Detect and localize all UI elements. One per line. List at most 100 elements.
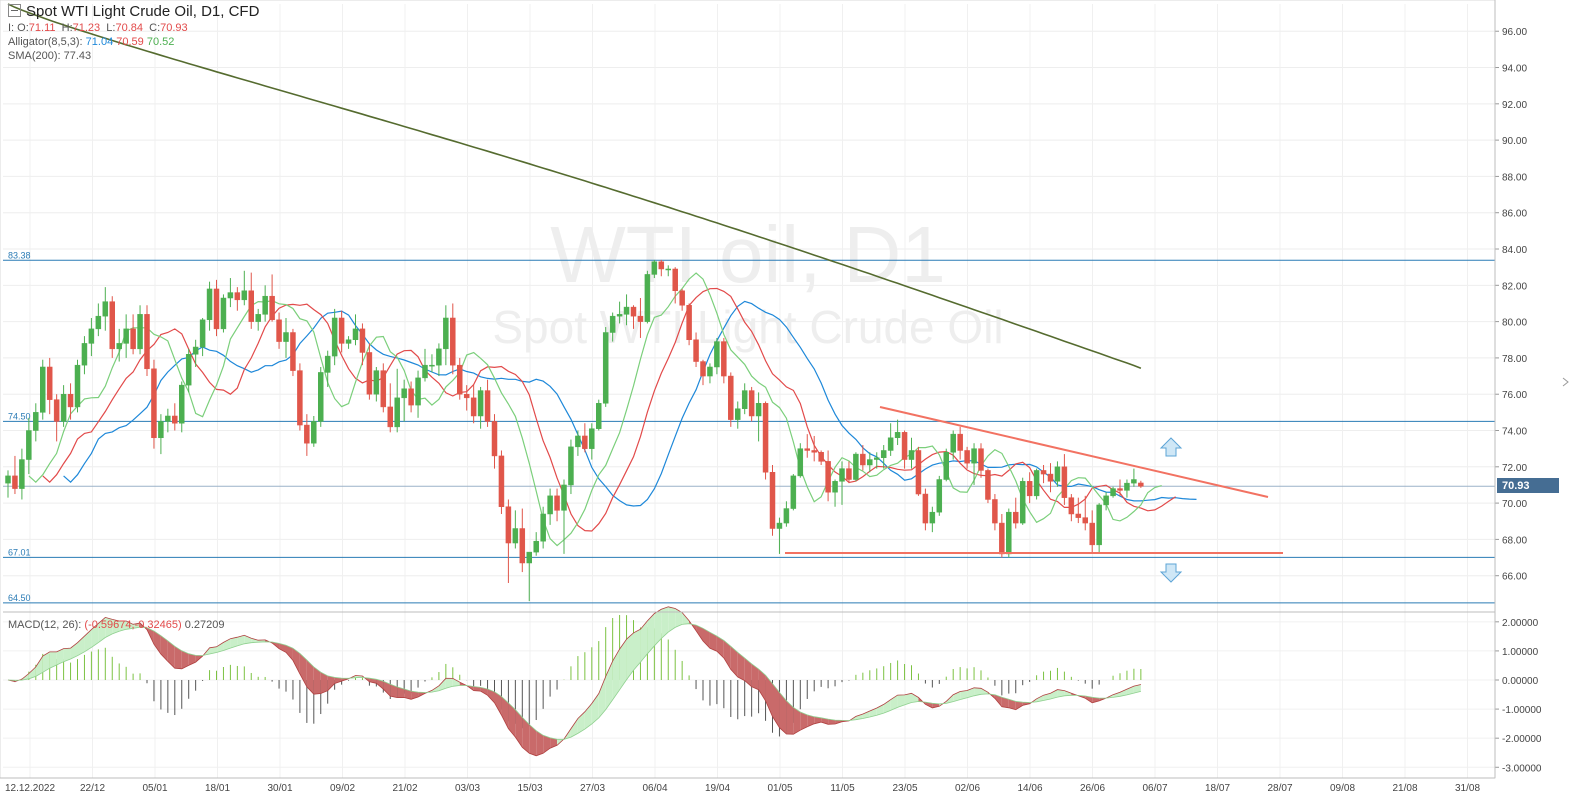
candle — [741, 383, 748, 415]
macd-cloud-segment — [904, 693, 912, 705]
candle — [81, 336, 88, 375]
macd-cloud-segment — [98, 617, 106, 643]
candle — [700, 359, 706, 386]
candle-body — [498, 455, 505, 507]
horizontal-levels[interactable]: 83.38 74.50 67.01 64.50 — [3, 250, 1495, 604]
candle-body — [297, 370, 303, 426]
candle-body — [1068, 497, 1075, 515]
candle-body — [769, 472, 776, 529]
axes: 96.00 94.00 92.00 90.00 88.00 86.00 84.00 82.00… — [0, 0, 1542, 794]
candle-body — [679, 290, 685, 306]
candle — [880, 445, 887, 469]
macd-cloud-segment — [508, 702, 516, 738]
candle-body — [408, 388, 414, 406]
candle — [630, 305, 637, 329]
candle-body — [616, 314, 623, 317]
macd-cloud-segment — [786, 700, 794, 735]
alligator-readout[interactable]: Alligator(8,5,3): 71.04 70.59 70.52 — [8, 35, 259, 49]
candle-body — [255, 314, 261, 322]
macd-cloud-segment — [251, 638, 259, 643]
descending-trendline[interactable] — [879, 406, 1269, 498]
macd-signal-line — [7, 623, 1141, 740]
macd-y-tick-label: 0.00000 — [1502, 676, 1539, 687]
macd-cloud-segment — [320, 672, 328, 694]
sma-value: 77.43 — [63, 50, 92, 62]
candle-body — [234, 292, 241, 301]
candle — [839, 461, 845, 505]
candle — [137, 305, 143, 355]
candle-body — [839, 468, 845, 482]
candle-body — [338, 317, 345, 344]
candle-body — [894, 432, 901, 439]
candle-body — [1033, 470, 1040, 497]
candle-body — [957, 433, 963, 451]
candle-body — [12, 475, 18, 489]
candle-body — [123, 328, 129, 344]
x-tick-label: 05/01 — [142, 783, 167, 794]
candle-body — [818, 452, 824, 462]
candle — [943, 448, 949, 482]
macd-label: MACD(12, 26): — [8, 619, 82, 631]
macd-cloud-segment — [1120, 689, 1127, 697]
level-label: 74.50 — [8, 411, 31, 421]
candle — [1103, 492, 1109, 511]
arrow-up-icon[interactable] — [1159, 437, 1183, 457]
macd-cloud-segment — [56, 648, 64, 665]
scroll-right-icon[interactable] — [1562, 377, 1569, 387]
candle — [1110, 486, 1116, 498]
trendline-drawings[interactable] — [785, 406, 1283, 583]
x-tick-label: 12.12.2022 — [5, 783, 55, 794]
macd-cloud-segment — [473, 686, 481, 692]
macd-cloud-segment — [404, 688, 412, 700]
macd-cloud-segment — [334, 677, 342, 684]
collapse-icon[interactable] — [8, 4, 21, 17]
macd-cloud-segment — [682, 612, 690, 625]
macd-readout[interactable]: MACD(12, 26): (-0.59674,-0.32465) 0.2720… — [8, 619, 224, 631]
macd-cloud-segment — [376, 679, 384, 690]
macd-cloud-segment — [279, 643, 286, 653]
sma-readout[interactable]: SMA(200): 77.43 — [8, 49, 259, 63]
candle-body — [1096, 504, 1102, 546]
y-tick-label: 78.00 — [1502, 354, 1527, 365]
macd-cloud-segment — [647, 613, 655, 654]
candle — [220, 294, 227, 333]
level-label: 67.01 — [8, 547, 31, 557]
candle — [672, 267, 678, 304]
candle-body — [582, 435, 588, 449]
candle — [53, 394, 60, 442]
candle-body — [429, 364, 435, 367]
candle-body — [867, 459, 873, 466]
symbol-header[interactable]: Spot WTI Light Crude Oil, D1, CFD — [8, 3, 259, 21]
candle — [797, 443, 804, 478]
y-tick-label: 70.00 — [1502, 499, 1527, 510]
candle-body — [352, 328, 359, 341]
x-tick-label: 11/05 — [830, 783, 855, 794]
candle-body — [568, 446, 574, 486]
y-tick-label: 94.00 — [1502, 64, 1527, 75]
candle-body — [213, 288, 220, 330]
candle — [318, 366, 324, 427]
x-tick-label: 31/08 — [1455, 783, 1480, 794]
macd-cloud-segment — [501, 696, 509, 729]
macd-cloud-segment — [515, 709, 523, 748]
candle — [255, 308, 261, 331]
ohlc-readout: I: O:71.11 H:71.23 L:70.84 C:70.93 — [8, 21, 259, 35]
macd-cloud-segment — [105, 617, 113, 638]
macd-cloud-segment — [536, 730, 544, 756]
candle-body — [1138, 482, 1144, 487]
candle-body — [526, 551, 532, 564]
macd-cloud-segment — [1036, 695, 1044, 702]
alligator-lips-value: 70.52 — [146, 36, 175, 48]
candle-body — [220, 297, 227, 330]
arrow-down-icon[interactable] — [1159, 563, 1183, 583]
macd-cloud-segment — [1085, 695, 1093, 703]
candle — [179, 381, 185, 433]
x-tick-label: 01/05 — [767, 783, 792, 794]
macd-cloud-segment — [452, 678, 460, 687]
macd-cloud-segment — [543, 735, 551, 754]
candle — [283, 317, 289, 358]
candle — [158, 414, 164, 455]
candle — [5, 470, 11, 498]
